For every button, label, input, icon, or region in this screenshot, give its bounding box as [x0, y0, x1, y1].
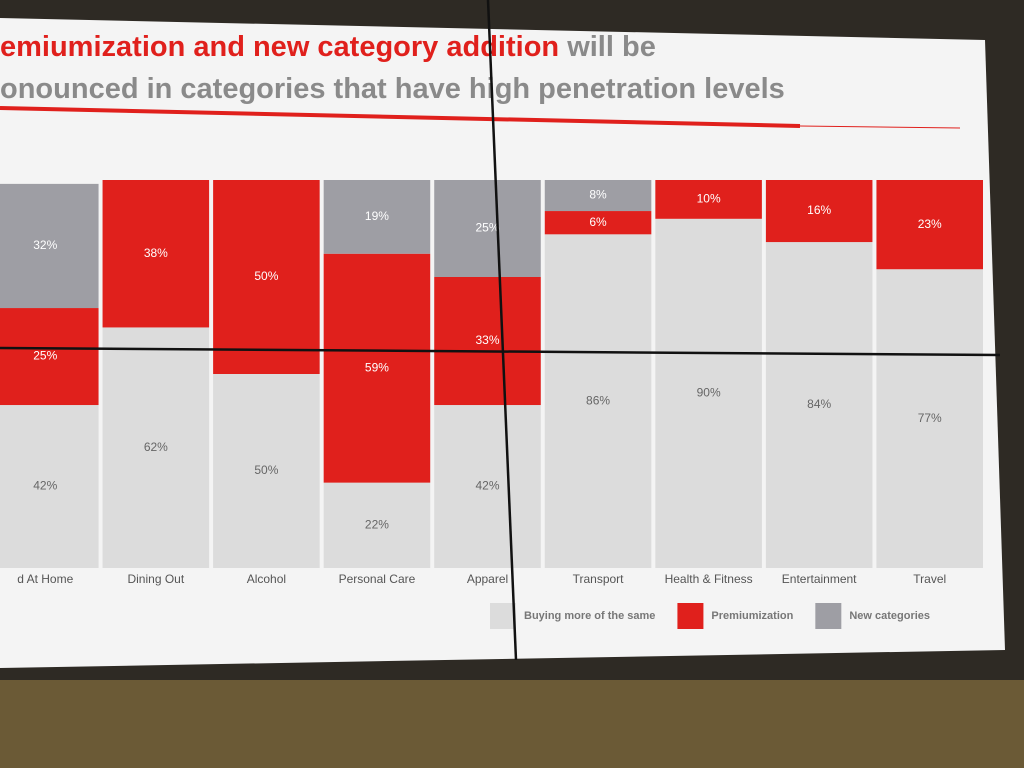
bar-segment — [213, 374, 320, 568]
bar-segment — [102, 180, 210, 328]
bezel — [0, 346, 1001, 357]
legend-label: Premiumization — [711, 610, 793, 622]
legend-swatch — [815, 603, 842, 629]
title-segment: onounced in categories that have high pe… — [0, 73, 785, 105]
x-tick-label: Dining Out — [127, 572, 184, 586]
data-label: 23% — [918, 217, 942, 231]
data-label: 22% — [365, 517, 389, 531]
x-tick-label: Personal Care — [339, 572, 416, 586]
bar-segment — [0, 405, 99, 568]
x-tick-label: Travel — [913, 572, 946, 586]
data-label: 6% — [589, 215, 607, 229]
data-label: 50% — [254, 463, 278, 477]
bar-segment — [544, 234, 652, 568]
title-underline — [799, 125, 961, 129]
data-label: 32% — [33, 238, 57, 252]
x-tick-label: Transport — [573, 572, 625, 586]
data-label: 42% — [475, 479, 499, 493]
wall — [0, 680, 1024, 768]
bar-segment — [544, 180, 652, 212]
plot: 42% 25% 32% d At Home 62% 38% Dining Out 50% 50%… — [0, 180, 983, 629]
data-label: 86% — [586, 393, 610, 407]
data-label: 50% — [254, 269, 278, 283]
title-segment: will be — [559, 31, 656, 63]
x-tick-label: Health & Fitness — [665, 572, 753, 586]
x-tick-label: Entertainment — [782, 572, 857, 586]
bezel — [486, 0, 518, 661]
data-label: 59% — [365, 360, 389, 374]
data-label: 38% — [144, 246, 168, 260]
bar-segment — [876, 180, 983, 270]
bar-segment — [323, 180, 431, 254]
data-label: 19% — [365, 209, 389, 223]
title-segment: emiumization and new category addition — [0, 31, 559, 63]
x-tick-label: Apparel — [467, 572, 508, 586]
bar-segment — [213, 180, 320, 374]
data-label: 25% — [33, 349, 57, 363]
bar-segment — [323, 482, 431, 568]
data-label: 10% — [697, 192, 721, 206]
bar-segment — [323, 253, 431, 483]
bar-segment — [434, 277, 541, 406]
data-label: 90% — [697, 386, 721, 400]
title-line: onounced in categories that have high pe… — [0, 73, 785, 105]
bar-segment — [765, 242, 873, 568]
legend-swatch — [677, 603, 704, 629]
x-tick-label: Alcohol — [247, 572, 286, 586]
bar-segment — [0, 308, 99, 406]
x-tick-label: d At Home — [17, 572, 73, 586]
legend-label: Buying more of the same — [524, 610, 655, 622]
data-label: 16% — [807, 203, 831, 217]
legend-label: New categories — [849, 610, 930, 622]
data-label: 42% — [33, 479, 57, 493]
bar-segment — [0, 183, 99, 309]
title-underline — [0, 106, 801, 128]
bar-segment — [102, 327, 210, 568]
title: emiumization and new category addition w… — [0, 31, 785, 105]
data-label: 8% — [589, 188, 607, 202]
bar-segment — [655, 180, 762, 219]
bar-segment — [434, 405, 541, 568]
bar-segment — [765, 180, 873, 243]
legend-swatch — [490, 603, 516, 629]
bar-segment — [434, 180, 541, 277]
bar-segment — [544, 211, 652, 235]
data-label: 77% — [918, 411, 942, 425]
data-label: 25% — [475, 221, 499, 235]
data-label: 62% — [144, 440, 168, 454]
bar-segment — [876, 269, 983, 568]
data-label: 33% — [475, 333, 499, 347]
bar-segment — [655, 218, 762, 569]
title-line: emiumization and new category addition w… — [0, 31, 656, 63]
data-label: 84% — [807, 397, 831, 411]
